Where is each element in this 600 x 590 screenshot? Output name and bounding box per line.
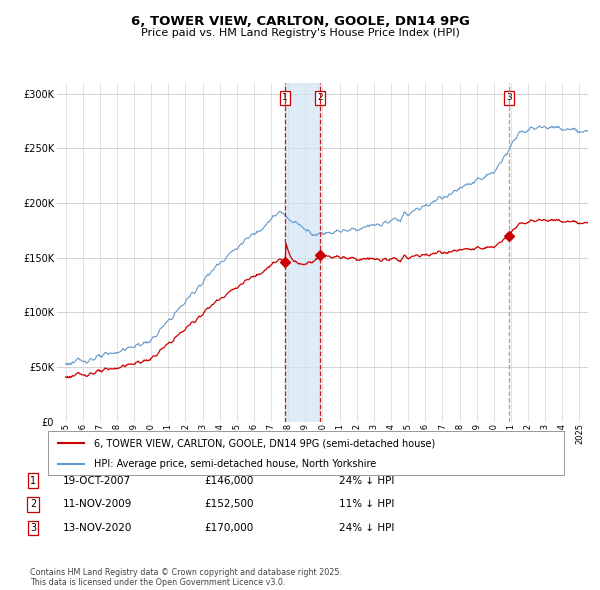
Text: 13-NOV-2020: 13-NOV-2020	[63, 523, 133, 533]
Text: HPI: Average price, semi-detached house, North Yorkshire: HPI: Average price, semi-detached house,…	[94, 459, 377, 469]
Text: £152,500: £152,500	[204, 500, 254, 509]
Text: 24% ↓ HPI: 24% ↓ HPI	[339, 476, 394, 486]
Text: 6, TOWER VIEW, CARLTON, GOOLE, DN14 9PG: 6, TOWER VIEW, CARLTON, GOOLE, DN14 9PG	[131, 15, 469, 28]
Text: 19-OCT-2007: 19-OCT-2007	[63, 476, 131, 486]
Text: 3: 3	[506, 93, 512, 103]
Text: 2: 2	[317, 93, 323, 103]
Text: Contains HM Land Registry data © Crown copyright and database right 2025.
This d: Contains HM Land Registry data © Crown c…	[30, 568, 342, 587]
Text: 1: 1	[30, 476, 36, 486]
Text: 11% ↓ HPI: 11% ↓ HPI	[339, 500, 394, 509]
Text: 6, TOWER VIEW, CARLTON, GOOLE, DN14 9PG (semi-detached house): 6, TOWER VIEW, CARLTON, GOOLE, DN14 9PG …	[94, 438, 436, 448]
Text: 1: 1	[282, 93, 287, 103]
Text: £146,000: £146,000	[204, 476, 253, 486]
Text: 24% ↓ HPI: 24% ↓ HPI	[339, 523, 394, 533]
Text: 11-NOV-2009: 11-NOV-2009	[63, 500, 133, 509]
Text: £170,000: £170,000	[204, 523, 253, 533]
Text: 3: 3	[30, 523, 36, 533]
Text: Price paid vs. HM Land Registry's House Price Index (HPI): Price paid vs. HM Land Registry's House …	[140, 28, 460, 38]
Text: 2: 2	[30, 500, 36, 509]
Bar	[285, 83, 320, 422]
